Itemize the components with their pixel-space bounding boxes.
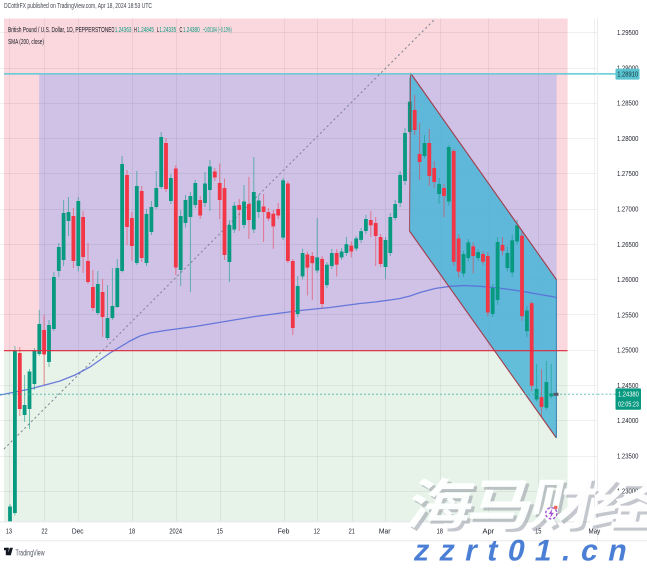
svg-text:1.26500: 1.26500 (617, 240, 638, 249)
svg-text:1.24380: 1.24380 (183, 27, 200, 34)
svg-text:2024: 2024 (169, 526, 182, 535)
svg-text:1.25500: 1.25500 (617, 310, 638, 319)
svg-text:SMA (200, close): SMA (200, close) (8, 39, 44, 46)
svg-text:1.24335: 1.24335 (159, 27, 176, 34)
svg-text:1.29500: 1.29500 (617, 28, 638, 37)
svg-text:1.24000: 1.24000 (617, 416, 638, 425)
svg-text:DCottlrFX published on Trading: DCottlrFX published on TradingView.com, … (4, 3, 152, 10)
svg-text:1.24380: 1.24380 (618, 389, 639, 398)
svg-text:TradingView: TradingView (16, 548, 45, 557)
svg-text:1.24363: 1.24363 (115, 27, 132, 34)
svg-text:−0.00164 (−0.13%): −0.00164 (−0.13%) (203, 27, 232, 34)
svg-text:1.23500: 1.23500 (617, 451, 638, 460)
svg-text:Mar: Mar (379, 526, 391, 535)
svg-text:1.28000: 1.28000 (617, 134, 638, 143)
svg-text:02:05:23: 02:05:23 (618, 399, 639, 408)
svg-text:22: 22 (41, 526, 47, 535)
svg-text:zzrt01.cn: zzrt01.cn (411, 535, 641, 565)
svg-text:1.28910: 1.28910 (617, 70, 638, 79)
svg-text:18: 18 (129, 526, 135, 535)
svg-text:Dec: Dec (72, 526, 84, 535)
svg-text:British Pound / U.S. Dollar, 1: British Pound / U.S. Dollar, 1D, PEPPERS… (8, 27, 112, 34)
svg-text:Feb: Feb (278, 526, 290, 535)
svg-text:12: 12 (314, 526, 320, 535)
svg-text:1.25000: 1.25000 (617, 346, 638, 355)
svg-text:1.24845: 1.24845 (137, 27, 154, 34)
svg-text:1.27000: 1.27000 (617, 205, 638, 214)
svg-text:13: 13 (6, 526, 12, 535)
svg-text:15: 15 (217, 526, 223, 535)
svg-text:21: 21 (349, 526, 355, 535)
svg-text:1.28500: 1.28500 (617, 99, 638, 108)
svg-text:1.26000: 1.26000 (617, 275, 638, 284)
svg-text:1.27500: 1.27500 (617, 169, 638, 178)
